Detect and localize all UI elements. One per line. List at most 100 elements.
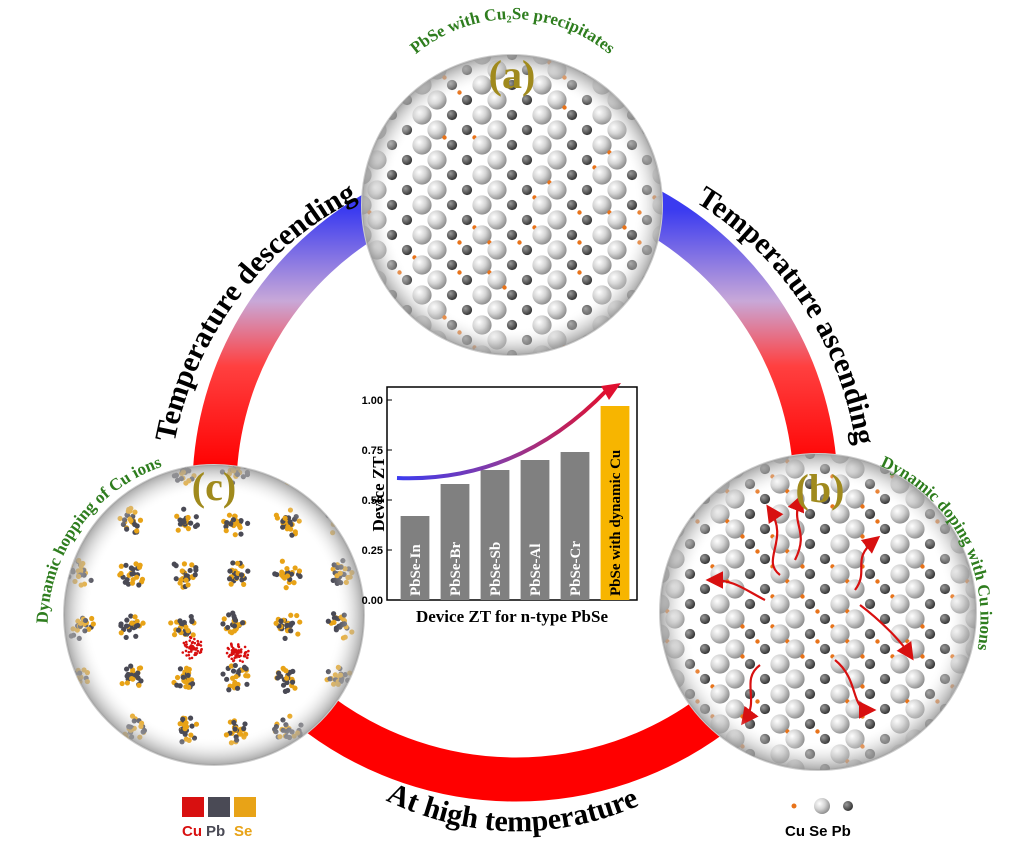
se-atom	[652, 105, 662, 125]
atom-cluster	[324, 465, 354, 484]
cu-atom	[427, 60, 432, 65]
atom-cluster	[66, 717, 93, 740]
se-atom	[950, 714, 970, 734]
se-atom	[710, 454, 730, 464]
chart-ylabel: Device ZT	[369, 456, 388, 532]
pb-atom	[446, 349, 458, 355]
se-atom	[652, 255, 662, 275]
panel-a-letter: (a)	[489, 52, 536, 97]
se-atom	[362, 285, 372, 305]
pb-atom	[626, 349, 638, 355]
legend-b-se-ball	[814, 798, 830, 814]
pb-atom	[386, 349, 398, 355]
legend-cu-text: Cu	[182, 823, 202, 840]
se-atom	[652, 285, 662, 305]
pb-atom	[626, 55, 638, 61]
se-atom	[367, 330, 387, 350]
pb-atom	[626, 79, 638, 91]
bar-label-4: PbSe-Cr	[568, 541, 584, 596]
legend-b-text: Cu Se Pb	[785, 823, 851, 840]
se-atom	[607, 60, 627, 80]
bar-5	[600, 406, 630, 600]
pb-atom	[924, 748, 936, 760]
se-atom	[652, 75, 662, 95]
se-atom	[710, 744, 730, 764]
se-atom	[652, 55, 662, 65]
trend-arrow	[396, 388, 609, 481]
pb-atom	[446, 55, 458, 61]
legend-b: Cu Se Pb	[785, 798, 853, 840]
cu-atom	[920, 744, 925, 749]
se-atom	[362, 75, 372, 95]
chart-xlabel: Device ZT for n-type PbSe	[416, 607, 608, 626]
legend-cu-swatch	[182, 797, 204, 817]
cu-atom	[577, 360, 581, 364]
pb-atom	[939, 463, 951, 475]
pb-atom	[641, 304, 653, 316]
cu-atom	[725, 759, 730, 764]
cu-atom	[607, 330, 612, 335]
pb-atom	[924, 454, 936, 460]
bar-label-1: PbSe-Br	[448, 541, 464, 596]
arc-temperature-ascending	[639, 190, 837, 472]
se-atom	[660, 474, 670, 494]
y-tick-label: 0.50	[362, 495, 383, 507]
cu-atom	[980, 654, 984, 658]
pb-atom	[864, 454, 876, 460]
pb-atom	[939, 763, 951, 770]
bar-2	[480, 470, 510, 600]
arc-high-temperature	[306, 697, 726, 802]
se-atom	[950, 744, 970, 764]
se-atom	[362, 345, 372, 355]
y-tick-label: 0.00	[362, 595, 383, 607]
legend-se-swatch	[234, 797, 256, 817]
pb-atom	[386, 319, 398, 331]
cu-atom	[367, 120, 372, 125]
cu-atom	[980, 774, 984, 778]
panel-a-caption: PbSe with Cu₂Se precipitates	[406, 4, 619, 58]
bar-label-0: PbSe-In	[408, 544, 424, 596]
se-atom	[362, 315, 372, 335]
bar-3	[520, 460, 550, 600]
se-atom	[362, 105, 372, 125]
cu-atom	[935, 459, 940, 464]
cu-atom	[800, 774, 804, 778]
bar-1	[440, 484, 470, 600]
pb-atom	[939, 733, 951, 745]
cu-atom	[725, 459, 730, 464]
se-atom	[592, 345, 612, 355]
se-atom	[950, 474, 970, 494]
bar-label-5: PbSe with dynamic Cu	[608, 450, 624, 596]
pb-atom	[641, 64, 653, 76]
pb-atom	[744, 454, 756, 460]
y-tick-label: 1.00	[362, 395, 383, 407]
se-atom	[965, 729, 976, 749]
se-atom	[905, 759, 925, 770]
atom-cluster	[66, 465, 88, 485]
legend-c: Cu Pb Se	[182, 797, 256, 840]
bar-label-3: PbSe-Al	[528, 544, 544, 597]
se-atom	[665, 489, 685, 509]
cu-atom	[652, 75, 657, 80]
cu-atom	[770, 774, 774, 778]
legend-se-text: Se	[234, 823, 252, 840]
se-atom	[665, 459, 685, 479]
se-atom	[660, 684, 670, 704]
se-atom	[362, 255, 372, 275]
pb-atom	[879, 763, 891, 770]
se-atom	[965, 459, 976, 479]
panel-c: (c)	[63, 464, 365, 766]
se-atom	[950, 454, 970, 464]
cu-atom	[950, 774, 954, 778]
panel-b-letter: (b)	[796, 466, 845, 511]
trend-arrowhead	[601, 383, 621, 400]
se-atom	[965, 699, 976, 719]
bar-label-2: PbSe-Sb	[488, 542, 504, 596]
cu-atom	[755, 759, 760, 764]
temperature-ring	[193, 190, 837, 802]
pb-atom	[386, 55, 398, 61]
pb-atom	[699, 763, 711, 770]
se-atom	[367, 300, 387, 320]
se-atom	[652, 345, 662, 355]
pb-atom	[401, 334, 413, 346]
